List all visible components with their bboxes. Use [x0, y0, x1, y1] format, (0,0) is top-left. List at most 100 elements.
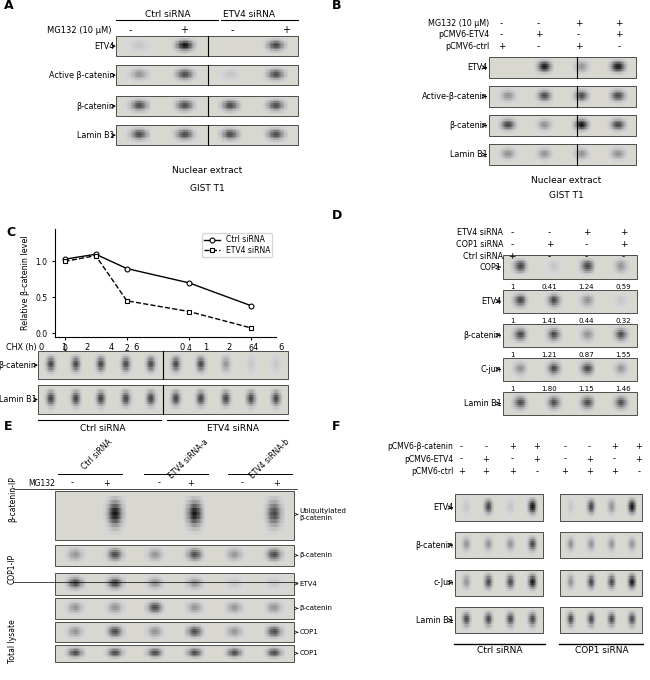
Bar — [193, 556, 194, 557]
Bar — [122, 648, 124, 649]
Bar — [519, 269, 520, 271]
Bar — [514, 262, 515, 263]
Bar — [586, 72, 587, 74]
Bar — [224, 127, 226, 129]
Bar — [514, 373, 515, 375]
Bar — [81, 554, 83, 556]
Bar — [579, 326, 580, 328]
Bar — [96, 354, 97, 356]
Bar — [120, 605, 121, 607]
Bar — [185, 140, 187, 141]
Bar — [155, 552, 157, 554]
Bar — [64, 603, 65, 605]
Bar — [233, 132, 235, 133]
Bar — [548, 72, 549, 74]
Bar — [244, 602, 245, 603]
Bar — [185, 44, 187, 46]
Bar — [128, 392, 129, 395]
Bar — [552, 118, 553, 119]
Bar — [78, 402, 79, 404]
Bar — [113, 628, 114, 629]
Bar — [195, 658, 196, 659]
Bar — [163, 632, 164, 634]
Bar — [151, 610, 152, 611]
Bar — [174, 127, 176, 129]
Bar — [103, 649, 105, 651]
Bar — [107, 632, 108, 634]
Bar — [122, 658, 124, 659]
Bar — [81, 365, 82, 367]
Bar — [83, 589, 84, 591]
Bar — [279, 358, 280, 360]
Bar — [546, 72, 547, 74]
Bar — [520, 335, 521, 337]
Bar — [628, 296, 629, 297]
Bar — [578, 69, 580, 71]
Bar — [68, 575, 69, 577]
Bar — [520, 260, 521, 262]
Text: COP1 siRNA: COP1 siRNA — [575, 646, 629, 655]
Bar — [111, 584, 112, 585]
Bar — [591, 367, 592, 369]
Bar — [616, 394, 617, 396]
Bar — [607, 150, 608, 152]
Bar — [161, 632, 162, 634]
Bar — [84, 556, 86, 557]
Bar — [75, 360, 76, 363]
Bar — [517, 398, 518, 400]
Bar — [154, 579, 155, 580]
Bar — [194, 38, 196, 39]
Bar — [149, 547, 150, 549]
Bar — [284, 82, 285, 83]
Bar — [194, 50, 196, 51]
Bar — [237, 82, 239, 83]
Bar — [158, 652, 159, 653]
Bar — [113, 584, 114, 585]
Bar — [283, 524, 285, 527]
Bar — [281, 655, 283, 656]
Bar — [544, 305, 545, 307]
Bar — [619, 152, 621, 153]
Bar — [183, 584, 184, 585]
Bar — [102, 409, 103, 411]
Bar — [621, 407, 623, 409]
Bar — [69, 610, 70, 611]
Bar — [518, 265, 519, 267]
Bar — [82, 372, 83, 374]
Bar — [590, 258, 591, 260]
Bar — [265, 69, 266, 70]
Bar — [619, 337, 621, 339]
Bar — [541, 88, 542, 90]
Bar — [280, 527, 281, 531]
Bar — [194, 630, 195, 632]
Bar — [234, 634, 235, 636]
Bar — [523, 269, 525, 271]
Bar — [587, 375, 588, 377]
Bar — [135, 80, 136, 82]
Bar — [554, 364, 555, 366]
Bar — [126, 77, 127, 78]
Bar — [68, 372, 69, 374]
Bar — [519, 292, 520, 294]
Bar — [237, 575, 239, 577]
Bar — [224, 611, 225, 613]
Bar — [201, 354, 202, 356]
Bar — [589, 364, 590, 366]
Bar — [551, 146, 552, 148]
Bar — [203, 557, 204, 559]
Bar — [177, 129, 179, 131]
Bar — [138, 46, 140, 48]
Bar — [163, 628, 164, 629]
Bar — [584, 375, 585, 377]
Bar — [585, 273, 586, 275]
Bar — [194, 80, 196, 82]
Bar — [184, 637, 185, 639]
Bar — [177, 390, 178, 392]
Bar — [612, 71, 614, 72]
Bar — [546, 66, 547, 67]
Bar — [124, 397, 125, 400]
Bar — [144, 50, 145, 51]
Bar — [515, 303, 516, 305]
Bar — [500, 156, 501, 158]
Bar — [280, 370, 281, 372]
